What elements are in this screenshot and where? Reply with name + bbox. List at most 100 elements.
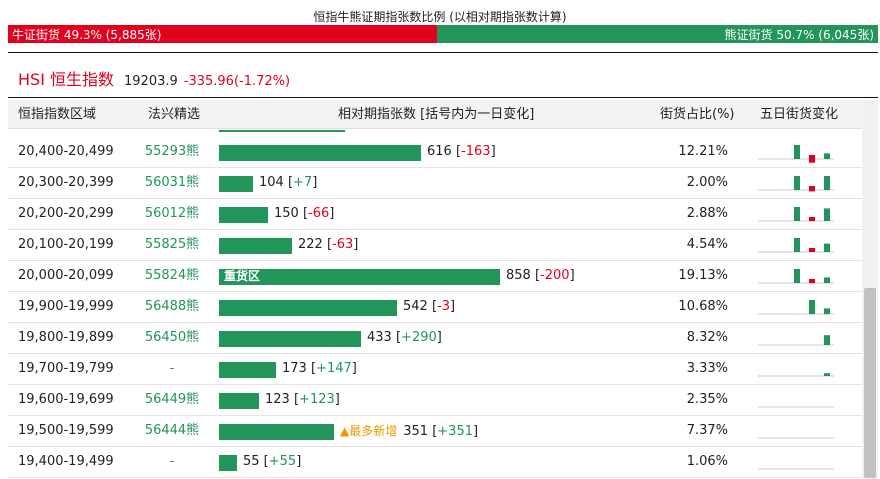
contracts-bar	[219, 393, 259, 409]
range-cell: 20,400-20,499	[18, 144, 114, 159]
contracts-value: 104 [+7]	[259, 175, 318, 190]
range-cell: 20,000-20,099	[18, 268, 114, 283]
sparkline-bar	[809, 155, 815, 163]
five-day-sparkline	[758, 269, 834, 284]
contracts-bar	[219, 176, 253, 192]
daily-change: -66	[308, 206, 330, 221]
contracts-number: 150	[274, 206, 299, 221]
warrant-code-link[interactable]: 55824熊	[144, 268, 200, 283]
scroll-indicator-line	[219, 130, 345, 132]
contracts-value: 616 [-163]	[427, 144, 496, 159]
daily-change: +351	[437, 424, 473, 439]
contracts-number: 542	[403, 299, 428, 314]
index-change: -335.96(-1.72%)	[183, 74, 291, 89]
contracts-number: 433	[367, 330, 392, 345]
sparkline-bar	[794, 145, 800, 159]
contracts-value: 150 [-66]	[274, 206, 335, 221]
share-cell: 10.68%	[678, 299, 728, 314]
contracts-bar	[219, 238, 292, 254]
daily-change: +7	[293, 175, 313, 190]
table-row: 20,000-20,099 55824熊 重货区 858 [-200] 19.13%	[8, 261, 862, 292]
contracts-value: 858 [-200]	[506, 268, 575, 283]
contracts-bar	[219, 455, 237, 471]
daily-change: +290	[401, 330, 437, 345]
sparkline-bar	[794, 176, 800, 190]
warrant-code-link[interactable]: 56450熊	[144, 330, 200, 345]
daily-change: -63	[332, 237, 354, 252]
share-cell: 3.33%	[686, 361, 728, 376]
divider	[8, 52, 878, 53]
range-cell: 20,100-20,199	[18, 237, 114, 252]
sparkline-bar	[809, 217, 815, 221]
daily-change: -3	[437, 299, 451, 314]
table-row: 20,400-20,499 55293熊 616 [-163] 12.21%	[8, 137, 862, 168]
contracts-value: 433 [+290]	[367, 330, 442, 345]
contracts-value: 173 [+147]	[282, 361, 357, 376]
table-header: 恒指指数区域 法兴精选 相对期指张数 [括号内为一日变化] 街货占比(%) 五日…	[8, 100, 862, 129]
contracts-number: 858	[506, 268, 531, 283]
sparkline-bar	[824, 176, 830, 190]
contracts-bar	[219, 424, 334, 440]
contracts-number: 351	[403, 424, 429, 439]
share-cell: 2.88%	[686, 206, 728, 221]
sparkline-bar	[824, 153, 830, 159]
daily-change: +147	[316, 361, 352, 376]
warrant-code-link[interactable]: 56444熊	[144, 423, 200, 438]
share-cell: 1.06%	[686, 454, 728, 469]
sparkline-bar	[824, 335, 830, 345]
warrant-code-link[interactable]: 56012熊	[144, 206, 200, 221]
vertical-scrollbar[interactable]	[862, 100, 878, 479]
contracts-number: 616	[427, 144, 452, 159]
bear-ratio-label: 熊证街货 50.7% (6,045张)	[724, 27, 874, 42]
five-day-sparkline	[758, 437, 834, 439]
header-share: 街货占比(%)	[660, 107, 735, 122]
table-row: 20,300-20,399 56031熊 104 [+7] 2.00%	[8, 168, 862, 199]
warrant-code-link[interactable]: 55293熊	[144, 144, 200, 159]
five-day-sparkline	[758, 468, 834, 470]
table-row: 19,400-19,499 - 55 [+55] 1.06%	[8, 447, 862, 478]
share-cell: 2.00%	[686, 175, 728, 190]
contracts-number: 104	[259, 175, 284, 190]
share-cell: 8.32%	[686, 330, 728, 345]
warrant-code-link: -	[169, 361, 175, 376]
header-range: 恒指指数区域	[18, 107, 97, 122]
table-row: 19,800-19,899 56450熊 433 [+290] 8.32%	[8, 323, 862, 354]
sparkline-bar	[824, 243, 830, 252]
warrant-code-link[interactable]: 56449熊	[144, 392, 200, 407]
share-cell: 19.13%	[678, 268, 728, 283]
warrant-code-link[interactable]: 55825熊	[144, 237, 200, 252]
contracts-value: ▲最多新增 351 [+351]	[340, 424, 479, 439]
sparkline-bar	[824, 277, 830, 283]
contracts-bar	[219, 362, 276, 378]
contracts-value: 55 [+55]	[243, 454, 302, 469]
contracts-bar	[219, 145, 421, 161]
sparkline-bar	[794, 238, 800, 252]
scrollbar-thumb[interactable]	[864, 288, 876, 478]
sparkline-bar	[794, 269, 800, 283]
table-row: 19,600-19,699 56449熊 123 [+123] 2.35%	[8, 385, 862, 416]
ratio-title: 恒指牛熊证期指张数比例 (以相对期指张数计算)	[313, 10, 567, 24]
table-body: 20,400-20,499 55293熊 616 [-163] 12.21% 20,30…	[8, 130, 862, 479]
share-cell: 7.37%	[686, 423, 728, 438]
range-cell: 20,200-20,299	[18, 206, 114, 221]
five-day-sparkline	[758, 335, 834, 346]
warrant-code-link[interactable]: 56031熊	[144, 175, 200, 190]
daily-change: +55	[268, 454, 297, 469]
bull-ratio-label: 牛证街货 49.3% (5,885张)	[12, 27, 162, 42]
index-value: 19203.9	[124, 74, 178, 89]
range-cell: 19,600-19,699	[18, 392, 114, 407]
contracts-bar	[219, 300, 397, 316]
sparkline-bar	[824, 308, 830, 314]
five-day-sparkline	[758, 238, 834, 253]
sparkline-bar	[824, 373, 830, 376]
index-name[interactable]: HSI 恒生指数	[18, 70, 114, 89]
sparkline-bar	[809, 300, 815, 314]
warrant-code-link[interactable]: 56488熊	[144, 299, 200, 314]
table-row: 20,200-20,299 56012熊 150 [-66] 2.88%	[8, 199, 862, 230]
range-cell: 20,300-20,399	[18, 175, 114, 190]
header-trend: 五日街货变化	[760, 107, 839, 122]
contracts-bar	[219, 331, 361, 347]
divider	[8, 97, 878, 98]
header-contracts: 相对期指张数 [括号内为一日变化]	[338, 107, 535, 122]
bear-ratio-segment: 熊证街货 50.7% (6,045张)	[436, 25, 878, 43]
